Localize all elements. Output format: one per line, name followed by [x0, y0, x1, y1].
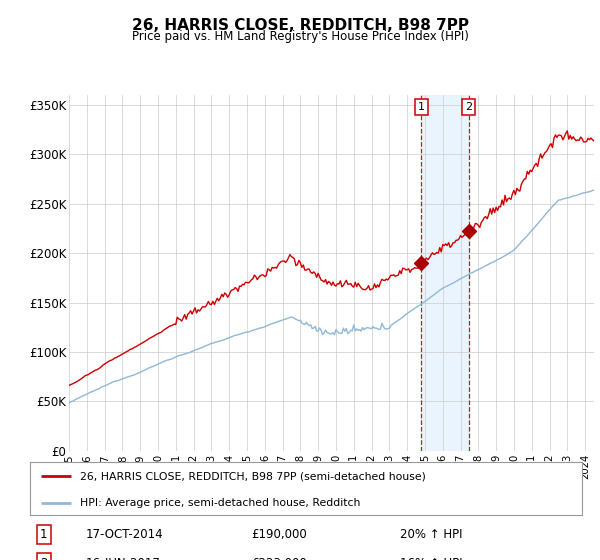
Text: 17-OCT-2014: 17-OCT-2014 — [85, 528, 163, 541]
Text: 16% ↑ HPI: 16% ↑ HPI — [400, 557, 463, 560]
Text: £223,000: £223,000 — [251, 557, 307, 560]
Text: HPI: Average price, semi-detached house, Redditch: HPI: Average price, semi-detached house,… — [80, 498, 360, 508]
Text: £190,000: £190,000 — [251, 528, 307, 541]
Text: 1: 1 — [40, 528, 47, 541]
Text: 2: 2 — [40, 557, 47, 560]
Text: 26, HARRIS CLOSE, REDDITCH, B98 7PP (semi-detached house): 26, HARRIS CLOSE, REDDITCH, B98 7PP (sem… — [80, 472, 425, 482]
Text: 20% ↑ HPI: 20% ↑ HPI — [400, 528, 463, 541]
Bar — [421, 95, 469, 451]
Text: 26, HARRIS CLOSE, REDDITCH, B98 7PP: 26, HARRIS CLOSE, REDDITCH, B98 7PP — [131, 18, 469, 32]
Text: 1: 1 — [418, 102, 425, 112]
Text: 16-JUN-2017: 16-JUN-2017 — [85, 557, 160, 560]
Text: Price paid vs. HM Land Registry's House Price Index (HPI): Price paid vs. HM Land Registry's House … — [131, 30, 469, 43]
Text: 2: 2 — [465, 102, 472, 112]
